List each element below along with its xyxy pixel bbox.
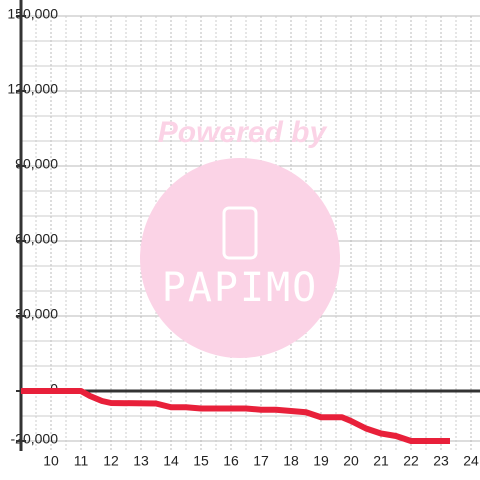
x-tick-label: 18: [283, 453, 299, 469]
x-tick-label: 15: [193, 453, 209, 469]
x-tick-label: 20: [343, 453, 359, 469]
x-tick-label: 19: [313, 453, 329, 469]
x-tick-label: 13: [133, 453, 149, 469]
data-line: [21, 388, 450, 444]
y-tick-label: 90,000: [15, 156, 58, 172]
y-tick-label: 60,000: [15, 231, 58, 247]
x-tick-label: 10: [43, 453, 59, 469]
watermark-logo: PAPIMO: [162, 265, 319, 311]
x-tick-label: 23: [433, 453, 449, 469]
y-tick-label: -20,000: [11, 431, 59, 447]
watermark-text: Powered by: [158, 116, 328, 149]
y-tick-label: 150,000: [7, 6, 58, 22]
y-tick-label: 30,000: [15, 306, 58, 322]
watermark-icon: [222, 206, 258, 260]
y-tick-label: 120,000: [7, 81, 58, 97]
x-tick-label: 14: [163, 453, 179, 469]
x-tick-label: 24: [463, 453, 479, 469]
x-tick-label: 11: [74, 453, 89, 469]
x-tick-label: 17: [253, 453, 269, 469]
x-tick-label: 12: [103, 453, 119, 469]
x-tick-label: 21: [373, 453, 389, 469]
x-tick-label: 16: [223, 453, 239, 469]
x-tick-label: 22: [403, 453, 419, 469]
